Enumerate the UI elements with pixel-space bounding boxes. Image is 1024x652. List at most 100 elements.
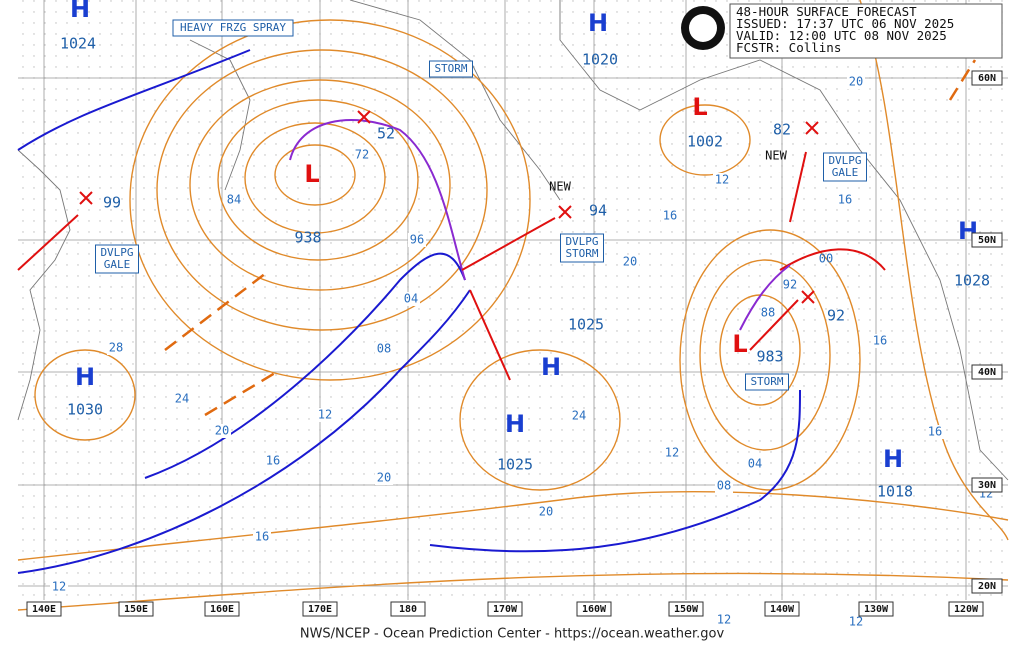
lon-label: 180: [399, 604, 417, 615]
lat-label: 50N: [978, 235, 996, 246]
lon-label: 130W: [864, 604, 889, 615]
center-symbol: H: [588, 9, 608, 37]
isobar-label: 12: [52, 580, 66, 594]
isobar-label-bg: [570, 409, 588, 423]
isobar-label-bg: [715, 613, 733, 627]
isobar-label: 08: [717, 479, 731, 493]
center-symbol: H: [541, 353, 561, 381]
header-line: FCSTR: Collins: [736, 40, 841, 55]
lon-label-bg: [204, 601, 240, 617]
isobar-label-bg: [173, 392, 191, 406]
warning-text: DVLPG: [565, 235, 598, 248]
isobar-label-bg: [402, 292, 420, 306]
center-pressure: 983: [756, 348, 783, 366]
isobar-label: 20: [849, 75, 863, 89]
isobars: [17, 0, 1009, 611]
isobar-label: 16: [838, 193, 852, 207]
lon-label: 120W: [954, 604, 979, 615]
new-label: NEW: [549, 180, 571, 194]
isobar-label-bg: [253, 530, 271, 544]
warning-text: DVLPG: [100, 246, 133, 259]
lon-label: 160W: [582, 604, 607, 615]
lon-label-bg: [390, 601, 426, 617]
warning-box: [172, 19, 294, 37]
isobar-label-bg: [621, 255, 639, 269]
new-label: NEW: [765, 149, 787, 163]
low-label: 82: [773, 121, 791, 139]
lon-label: 160E: [210, 604, 234, 615]
warning-box: [429, 60, 473, 78]
isobar-label-bg: [107, 341, 125, 355]
center-symbol: H: [70, 0, 90, 23]
center-pressure: 1025: [497, 456, 533, 474]
low-label: 99: [103, 194, 121, 212]
warning-text: STORM: [565, 247, 598, 260]
center-pressure: 1020: [582, 51, 618, 69]
isobar-label-bg: [316, 408, 334, 422]
warning-text: DVLPG: [828, 154, 861, 167]
lon-label: 170E: [308, 604, 332, 615]
low-label: 88: [761, 306, 775, 320]
center-pressure: 1025: [568, 316, 604, 334]
center-symbol: L: [692, 93, 707, 121]
lat-label-bg: [971, 578, 1003, 594]
low-label: 94: [589, 202, 607, 220]
isobar-label: 12: [318, 408, 332, 422]
isobar-label: 16: [663, 209, 677, 223]
isobar-label-bg: [663, 446, 681, 460]
low-label: 92: [827, 307, 845, 325]
isobar-label-bg: [836, 193, 854, 207]
warning-text: GALE: [104, 258, 131, 271]
warning-box: [560, 233, 604, 263]
isobar-label: 16: [928, 425, 942, 439]
low-x: [357, 110, 371, 124]
lon-label-bg: [487, 601, 523, 617]
lon-label: 150E: [124, 604, 148, 615]
warning-box: [745, 373, 789, 391]
isobar-label: 84: [227, 193, 241, 207]
isobar-label: 16: [266, 454, 280, 468]
lon-label-bg: [26, 601, 62, 617]
isobar-label-bg: [375, 471, 393, 485]
center-pressure: 938: [294, 229, 321, 247]
lon-label-bg: [118, 601, 154, 617]
warning-box: [95, 244, 139, 274]
lon-label-bg: [858, 601, 894, 617]
isobar-label: 12: [715, 173, 729, 187]
warning-text: GALE: [832, 166, 859, 179]
isobar-label: 96: [410, 233, 424, 247]
header-line: 48-HOUR SURFACE FORECAST: [736, 4, 917, 19]
isobar-label: 08: [377, 342, 391, 356]
isobar-label-bg: [213, 424, 231, 438]
isobar-label: 12: [717, 613, 731, 627]
isobar-label: 16: [873, 334, 887, 348]
isobar-label-bg: [871, 334, 889, 348]
warning-text: HEAVY FRZG SPRAY: [180, 21, 286, 34]
low-label: 92: [783, 278, 797, 292]
noaa-logo-inner: [689, 14, 717, 42]
isobar-label: 20: [377, 471, 391, 485]
isobar-label-bg: [50, 580, 68, 594]
lat-label-bg: [971, 477, 1003, 493]
warning-text: STORM: [750, 375, 783, 388]
troughs: [164, 59, 977, 417]
lat-label: 40N: [978, 367, 996, 378]
lon-label: 150W: [674, 604, 699, 615]
isobar-label: 20: [539, 505, 553, 519]
header-line: VALID: 12:00 UTC 08 NOV 2025: [736, 28, 947, 43]
center-symbol: L: [732, 330, 747, 358]
isobar-label-bg: [847, 615, 865, 629]
isobar-label-bg: [847, 75, 865, 89]
isobar-label: 12: [665, 446, 679, 460]
lon-label-bg: [668, 601, 704, 617]
isobar-label: 04: [748, 457, 762, 471]
coastlines: [17, 0, 1009, 481]
fronts: [17, 49, 886, 574]
isobar-label-bg: [537, 505, 555, 519]
dot-grid: [18, 0, 1008, 600]
center-pressure: 1028: [954, 272, 990, 290]
header-line: ISSUED: 17:37 UTC 06 NOV 2025: [736, 16, 954, 31]
center-pressure: 1002: [687, 133, 723, 151]
isobar-label-bg: [715, 479, 733, 493]
isobar-label: 20: [215, 424, 229, 438]
